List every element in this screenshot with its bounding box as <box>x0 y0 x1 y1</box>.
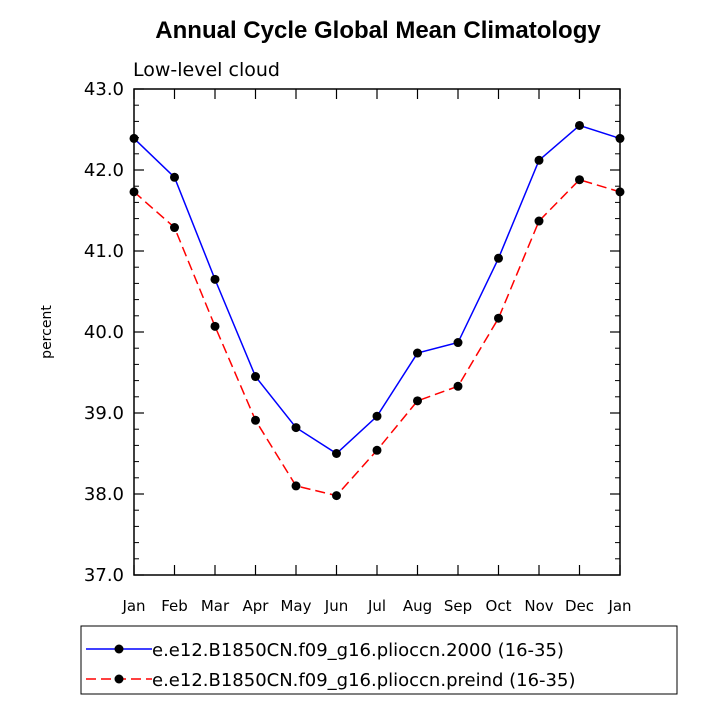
x-tick-label: Jul <box>367 597 386 615</box>
y-tick-label: 40.0 <box>84 322 124 343</box>
y-tick-label: 41.0 <box>84 241 124 262</box>
legend-label-2: e.e12.B1850CN.f09_g16.plioccn.preind (16… <box>152 670 575 691</box>
legend-box <box>80 625 678 695</box>
series-2-point <box>494 313 503 323</box>
x-tick-label: Jan <box>607 597 631 615</box>
series-1-point <box>372 411 382 421</box>
chart-title: Annual Cycle Global Mean Climatology <box>155 17 601 44</box>
series-2-point <box>332 491 341 501</box>
legend-label-1: e.e12.B1850CN.f09_g16.plioccn.2000 (16-3… <box>152 640 564 661</box>
series-2-point <box>372 445 382 455</box>
series-1-point <box>251 372 260 382</box>
legend: e.e12.B1850CN.f09_g16.plioccn.2000 (16-3… <box>80 625 678 695</box>
y-tick-label: 37.0 <box>84 565 124 586</box>
series-1-point <box>575 120 584 130</box>
y-tick-label: 42.0 <box>84 160 124 181</box>
y-tick-label: 39.0 <box>84 403 124 424</box>
x-tick-label: Nov <box>524 597 553 615</box>
series-2-point <box>251 415 260 425</box>
series-1-point <box>170 172 179 182</box>
legend-marker-2 <box>114 674 124 684</box>
x-tick-label: Aug <box>403 597 432 615</box>
series-1-point <box>210 274 220 284</box>
x-tick-label: Feb <box>161 597 188 615</box>
legend-marker-1 <box>114 644 124 654</box>
x-tick-label: Oct <box>486 597 512 615</box>
x-tick-label: May <box>280 597 311 615</box>
x-tick-label: Mar <box>201 597 230 615</box>
series-1-point <box>413 348 422 358</box>
x-tick-label: Jan <box>121 597 145 615</box>
series-2-point <box>170 223 179 233</box>
y-tick-label: 38.0 <box>84 484 124 505</box>
series-layer <box>129 120 625 501</box>
series-2-point <box>534 216 544 226</box>
series-1-point <box>534 155 544 165</box>
y-tick-label: 43.0 <box>84 79 124 100</box>
series-1-point <box>129 133 139 143</box>
series-2-point <box>575 175 584 185</box>
series-1-point <box>291 423 301 433</box>
series-2-point <box>210 321 220 331</box>
series-2-point <box>291 481 301 491</box>
series-line-1 <box>133 124 621 455</box>
series-1-point <box>453 338 463 348</box>
series-1-point <box>494 253 503 263</box>
series-1-point <box>615 133 625 143</box>
series-2-point <box>453 381 463 391</box>
x-tick-label: Sep <box>444 597 472 615</box>
series-2-point <box>615 187 625 197</box>
x-tick-label: Dec <box>565 597 594 615</box>
series-1-point <box>332 449 341 458</box>
x-tick-label: Jun <box>324 597 348 615</box>
series-2-point <box>129 187 139 197</box>
axes: 37.0 38.0 39.0 40.0 41.0 42.0 43.0 Jan Feb Mar Apr… <box>84 79 632 615</box>
series-2-point <box>413 396 422 406</box>
x-tick-label: Apr <box>243 597 270 615</box>
plot-frame <box>133 88 621 576</box>
y-axis-label: percent <box>39 305 55 359</box>
chart-subtitle: Low-level cloud <box>133 59 280 81</box>
